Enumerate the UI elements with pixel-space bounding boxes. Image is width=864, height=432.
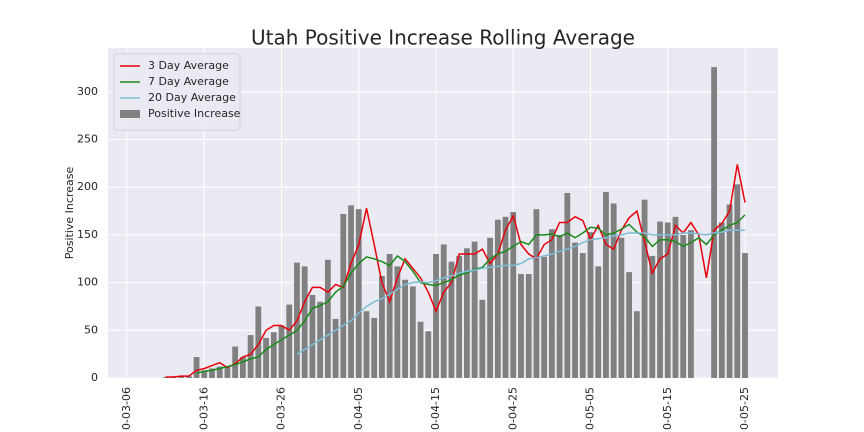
bar xyxy=(394,266,401,378)
bar xyxy=(433,254,439,378)
bar xyxy=(309,295,316,378)
legend-label: 7 Day Average xyxy=(148,75,229,88)
bar xyxy=(448,261,455,378)
bar xyxy=(548,229,555,378)
bar xyxy=(734,184,741,378)
legend-swatch xyxy=(120,110,140,118)
bar xyxy=(201,370,208,378)
bar xyxy=(487,237,493,378)
y-tick-label: 50 xyxy=(84,323,98,336)
bar xyxy=(402,279,409,378)
bar xyxy=(185,376,192,378)
bar xyxy=(386,254,393,378)
bar xyxy=(270,332,277,378)
bar xyxy=(371,317,378,378)
bar xyxy=(726,204,733,378)
bar xyxy=(301,266,308,378)
x-tick-label: 0-04-05 xyxy=(352,387,365,430)
bar xyxy=(518,274,524,378)
chart-title: Utah Positive Increase Rolling Average xyxy=(251,26,635,50)
bar xyxy=(680,234,687,378)
bar xyxy=(541,256,548,378)
bar xyxy=(332,318,339,378)
bar xyxy=(649,255,656,378)
bar xyxy=(178,376,184,378)
x-tick-label: 0-05-15 xyxy=(661,387,674,430)
legend-label: 20 Day Average xyxy=(148,91,236,104)
bar xyxy=(278,325,285,378)
bar xyxy=(209,368,215,378)
bar xyxy=(379,275,385,378)
bar xyxy=(711,67,718,379)
bar xyxy=(657,221,663,378)
bar xyxy=(579,253,586,378)
bar xyxy=(502,216,509,378)
bar xyxy=(510,212,517,378)
x-tick-label: 0-03-16 xyxy=(197,387,210,430)
bar xyxy=(417,321,424,378)
x-tick-label: 0-04-15 xyxy=(429,387,442,430)
y-tick-label: 100 xyxy=(77,276,98,289)
x-tick-label: 0-04-25 xyxy=(506,387,519,430)
bar xyxy=(595,266,602,378)
bar xyxy=(672,216,679,378)
bar xyxy=(216,366,223,378)
bar xyxy=(618,237,625,378)
bar xyxy=(603,192,609,378)
bar xyxy=(633,311,640,378)
bar xyxy=(232,346,239,378)
y-tick-label: 300 xyxy=(77,85,98,98)
bar xyxy=(664,222,671,378)
line xyxy=(165,164,746,378)
bar xyxy=(556,234,563,378)
bar xyxy=(626,272,633,378)
bar xyxy=(324,259,331,378)
x-tick-label: 0-05-05 xyxy=(584,387,597,430)
bar xyxy=(193,357,200,378)
bar xyxy=(286,304,293,378)
bar xyxy=(239,357,246,378)
x-tick-label: 0-03-06 xyxy=(120,387,133,430)
bar xyxy=(572,242,578,378)
bar xyxy=(525,274,532,378)
y-tick-label: 250 xyxy=(77,133,98,146)
bar xyxy=(255,306,262,378)
bar xyxy=(355,209,362,378)
bar xyxy=(348,205,354,378)
bar xyxy=(425,331,432,378)
bar xyxy=(464,248,470,378)
legend-label: Positive Increase xyxy=(148,107,241,120)
bar xyxy=(587,232,594,378)
bar xyxy=(688,230,694,378)
bar xyxy=(409,286,416,378)
x-tick-label: 0-05-25 xyxy=(738,387,751,430)
bar xyxy=(494,219,501,378)
y-tick-label: 0 xyxy=(91,371,98,384)
bar xyxy=(718,222,725,378)
bar xyxy=(471,241,478,378)
bar xyxy=(641,199,648,378)
bar xyxy=(456,255,463,378)
line xyxy=(296,229,745,355)
x-tick-label: 0-03-26 xyxy=(275,387,288,430)
bar xyxy=(363,311,370,378)
bar xyxy=(247,335,254,378)
bar xyxy=(440,244,447,378)
bar xyxy=(340,213,347,378)
legend-label: 3 Day Average xyxy=(148,59,229,72)
bar xyxy=(263,337,269,378)
bar xyxy=(224,367,231,378)
y-tick-label: 150 xyxy=(77,228,98,241)
bar xyxy=(564,192,571,378)
y-tick-label: 200 xyxy=(77,180,98,193)
bar xyxy=(610,203,617,378)
bar xyxy=(479,299,486,378)
bar xyxy=(533,209,540,378)
y-axis-label: Positive Increase xyxy=(63,167,76,260)
bar xyxy=(742,253,748,378)
legend-box xyxy=(113,53,241,131)
